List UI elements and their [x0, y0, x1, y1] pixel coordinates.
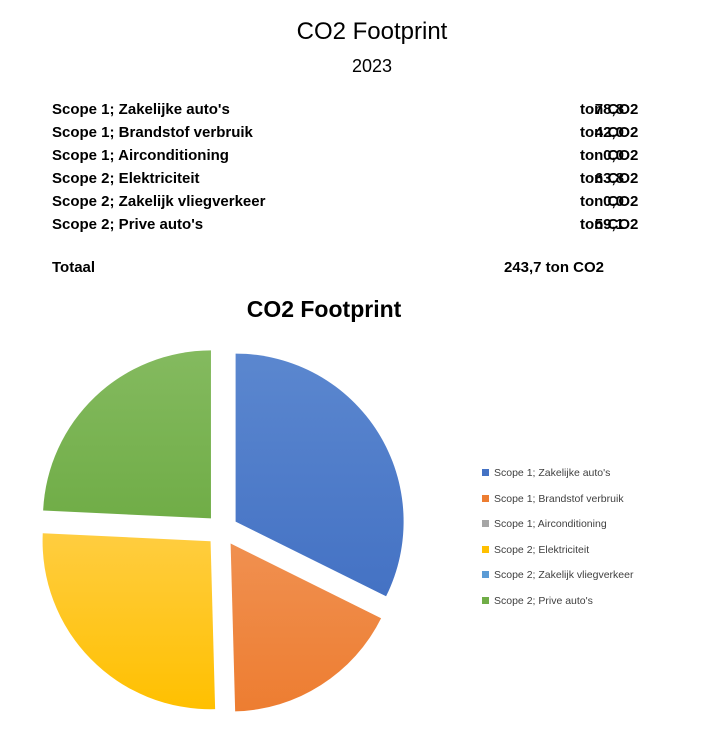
legend-label: Scope 2; Zakelijk vliegverkeer: [494, 569, 634, 581]
total-row: Totaal 243,7 ton CO2: [52, 256, 692, 279]
pie-slice-1: [230, 543, 382, 712]
row-label: Scope 1; Brandstof verbruik: [52, 124, 253, 141]
total-label: Totaal: [52, 259, 96, 276]
row-unit: ton CO2: [580, 193, 639, 210]
row-value: 42,0: [594, 124, 624, 141]
pie-chart: [42, 350, 404, 712]
year-subtitle: 2023: [351, 56, 393, 76]
legend-swatch-2: [482, 520, 489, 527]
legend-swatch-0: [482, 469, 489, 476]
legend-item: Scope 2; Prive auto's: [482, 594, 633, 620]
pie-slice-0: [235, 353, 404, 597]
row-label: Scope 2; Prive auto's: [52, 216, 204, 233]
pie-slice-5: [43, 350, 211, 519]
row-unit: ton CO2: [580, 216, 639, 233]
row-value: 78,8: [594, 101, 624, 118]
chart-legend: Scope 1; Zakelijke auto's Scope 1; Brand…: [482, 466, 633, 619]
legend-item: Scope 1; Brandstof verbruik: [482, 492, 633, 518]
emissions-table: Scope 1; Zakelijke auto's 78,8 ton CO2 S…: [52, 98, 692, 236]
row-label: Scope 1; Zakelijke auto's: [52, 101, 230, 118]
legend-item: Scope 2; Elektriciteit: [482, 543, 633, 569]
legend-label: Scope 1; Brandstof verbruik: [494, 492, 624, 505]
row-label: Scope 2; Zakelijk vliegverkeer: [52, 193, 266, 210]
table-row: Scope 2; Elektriciteit 63,8 ton CO2: [52, 167, 692, 190]
row-label: Scope 2; Elektriciteit: [52, 170, 200, 187]
page-title: CO2 Footprint: [296, 18, 448, 45]
row-value: 63,8: [594, 170, 624, 187]
legend-item: Scope 1; Airconditioning: [482, 517, 633, 543]
row-value: 59,1: [594, 216, 624, 233]
row-label: Scope 1; Airconditioning: [52, 147, 229, 164]
legend-item: Scope 2; Zakelijk vliegverkeer: [482, 568, 633, 594]
row-value: 0,0: [603, 193, 624, 210]
table-row: Scope 1; Zakelijke auto's 78,8 ton CO2: [52, 98, 692, 121]
table-row: Scope 1; Brandstof verbruik 42,0 ton CO2: [52, 121, 692, 144]
table-row: Scope 2; Zakelijk vliegverkeer 0,0 ton C…: [52, 190, 692, 213]
chart-title: CO2 Footprint: [246, 296, 402, 322]
row-value: 0,0: [603, 147, 624, 164]
row-unit: ton CO2: [580, 170, 639, 187]
row-unit: ton CO2: [580, 101, 639, 118]
table-row: Scope 1; Airconditioning 0,0 ton CO2: [52, 144, 692, 167]
legend-label: Scope 1; Airconditioning: [494, 518, 607, 530]
legend-swatch-3: [482, 545, 489, 553]
legend-swatch-5: [482, 596, 489, 604]
legend-item: Scope 1; Zakelijke auto's: [482, 466, 633, 492]
legend-label: Scope 1; Zakelijke auto's: [494, 467, 611, 479]
pie-slice-3: [42, 533, 216, 710]
row-unit: ton CO2: [580, 147, 639, 164]
legend-swatch-1: [482, 494, 489, 502]
total-value: 243,7 ton CO2: [503, 259, 604, 276]
legend-label: Scope 2; Prive auto's: [494, 594, 593, 607]
table-row: Scope 2; Prive auto's 59,1 ton CO2: [52, 213, 692, 236]
legend-swatch-4: [482, 571, 489, 578]
row-unit: ton CO2: [580, 124, 639, 141]
legend-label: Scope 2; Elektriciteit: [494, 543, 590, 556]
